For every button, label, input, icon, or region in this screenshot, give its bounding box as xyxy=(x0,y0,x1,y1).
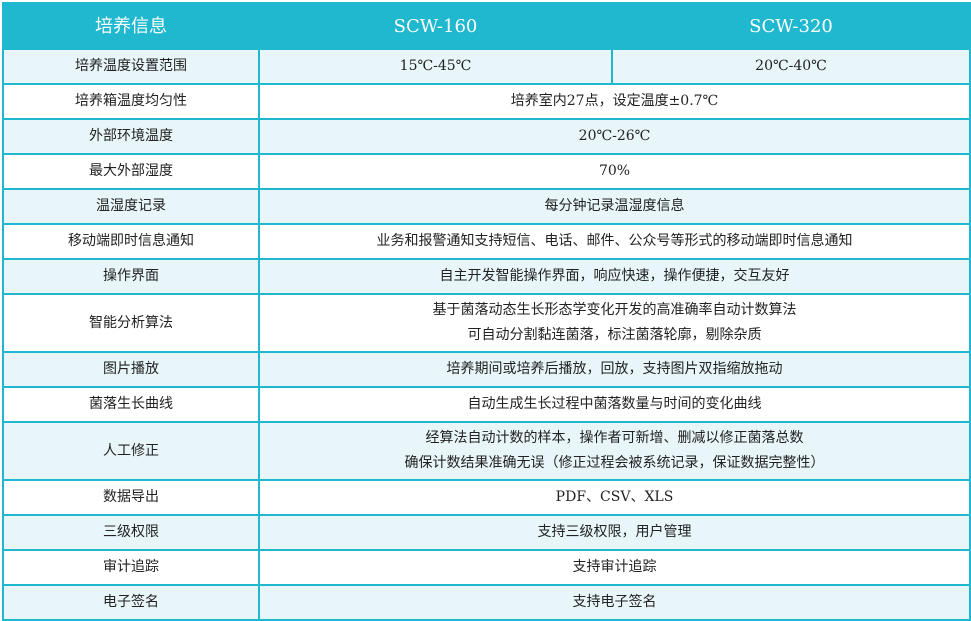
row-label: 电子签名 xyxy=(2,584,260,621)
row-label: 外部环境温度 xyxy=(2,118,260,155)
table-row: 培养温度设置范围 15℃-45℃ 20℃-40℃ xyxy=(2,48,971,85)
row-value: 自主开发智能操作界面，响应快速，操作便捷，交互友好 xyxy=(258,258,971,295)
row-label: 菌落生长曲线 xyxy=(2,386,260,423)
value-scw320: 20℃-40℃ xyxy=(611,48,971,85)
row-label: 培养箱温度均匀性 xyxy=(2,83,260,120)
row-label: 操作界面 xyxy=(2,258,260,295)
value-line: 70% xyxy=(598,163,631,179)
value-scw160: 15℃-45℃ xyxy=(258,48,613,85)
row-label: 最大外部湿度 xyxy=(2,153,260,190)
table-row: 审计追踪 支持审计追踪 xyxy=(2,549,971,586)
row-value: 支持电子签名 xyxy=(258,584,971,621)
row-label: 移动端即时信息通知 xyxy=(2,223,260,260)
table-header: 培养信息 SCW-160 SCW-320 xyxy=(2,2,971,50)
value-line: 经算法自动计数的样本，操作者可新增、删减以修正菌落总数 xyxy=(425,430,804,446)
row-value: 自动生成生长过程中菌落数量与时间的变化曲线 xyxy=(258,386,971,423)
row-label: 智能分析算法 xyxy=(2,293,260,353)
table-row: 菌落生长曲线 自动生成生长过程中菌落数量与时间的变化曲线 xyxy=(2,386,971,423)
value-line: 支持审计追踪 xyxy=(572,559,657,575)
row-value: 经算法自动计数的样本，操作者可新增、删减以修正菌落总数确保计数结果准确无误（修正… xyxy=(258,421,971,481)
table-row: 操作界面 自主开发智能操作界面，响应快速，操作便捷，交互友好 xyxy=(2,258,971,295)
row-value: PDF、CSV、XLS xyxy=(258,479,971,516)
row-value: 支持审计追踪 xyxy=(258,549,971,586)
value-line: 20℃-26℃ xyxy=(578,128,651,144)
value-line: 基于菌落动态生长形态学变化开发的高准确率自动计数算法 xyxy=(432,302,797,318)
row-value: 支持三级权限，用户管理 xyxy=(258,514,971,551)
row-label: 审计追踪 xyxy=(2,549,260,586)
value-line: 支持电子签名 xyxy=(572,594,657,610)
value-line: PDF、CSV、XLS xyxy=(555,489,674,505)
row-value: 基于菌落动态生长形态学变化开发的高准确率自动计数算法 可自动分割黏连菌落，标注菌落… xyxy=(258,293,971,353)
value-line: 支持三级权限，用户管理 xyxy=(537,524,692,540)
header-scw160: SCW-160 xyxy=(258,2,613,50)
table-row: 数据导出 PDF、CSV、XLS xyxy=(2,479,971,516)
row-value: 每分钟记录温湿度信息 xyxy=(258,188,971,225)
table-row: 最大外部湿度 70% xyxy=(2,153,971,190)
table-row: 培养箱温度均匀性 培养室内27点，设定温度±0.7℃ xyxy=(2,83,971,120)
row-value: 培养室内27点，设定温度±0.7℃ xyxy=(258,83,971,120)
value-line: 业务和报警通知支持短信、电话、邮件、公众号等形式的移动端即时信息通知 xyxy=(376,233,853,249)
table-row: 移动端即时信息通知 业务和报警通知支持短信、电话、邮件、公众号等形式的移动端即时信… xyxy=(2,223,971,260)
row-label: 温湿度记录 xyxy=(2,188,260,225)
value-line: 自主开发智能操作界面，响应快速，操作便捷，交互友好 xyxy=(439,268,790,284)
value-line: 每分钟记录温湿度信息 xyxy=(544,198,685,214)
value-line: 可自动分割黏连菌落，标注菌落轮廓，剔除杂质 xyxy=(467,327,762,343)
value-line: 自动生成生长过程中菌落数量与时间的变化曲线 xyxy=(467,396,762,412)
row-value: 业务和报警通知支持短信、电话、邮件、公众号等形式的移动端即时信息通知 xyxy=(258,223,971,260)
row-value: 20℃-26℃ xyxy=(258,118,971,155)
row-label: 三级权限 xyxy=(2,514,260,551)
table-row: 温湿度记录 每分钟记录温湿度信息 xyxy=(2,188,971,225)
table-row: 智能分析算法 基于菌落动态生长形态学变化开发的高准确率自动计数算法 可自动分割黏连菌… xyxy=(2,293,971,353)
table-row: 人工修正 经算法自动计数的样本，操作者可新增、删减以修正菌落总数 确保计数结果准确无… xyxy=(2,421,971,481)
row-label: 图片播放 xyxy=(2,351,260,388)
table-row: 图片播放 培养期间或培养后播放，回放，支持图片双指缩放拖动 xyxy=(2,351,971,388)
row-value: 70% xyxy=(258,153,971,190)
row-label: 数据导出 xyxy=(2,479,260,516)
value-line: 培养室内27点，设定温度±0.7℃ xyxy=(510,93,719,109)
header-scw320: SCW-320 xyxy=(611,2,971,50)
table-row: 三级权限 支持三级权限，用户管理 xyxy=(2,514,971,551)
header-info: 培养信息 xyxy=(2,2,260,50)
row-label: 人工修正 xyxy=(2,421,260,481)
value-line: 确保计数结果准确无误（修正过程会被系统记录，保证数据完整性） xyxy=(404,455,825,471)
row-value: 培养期间或培养后播放，回放，支持图片双指缩放拖动 xyxy=(258,351,971,388)
value-line: 培养期间或培养后播放，回放，支持图片双指缩放拖动 xyxy=(446,361,783,377)
table-row: 电子签名 支持电子签名 xyxy=(2,584,971,621)
row-label: 培养温度设置范围 xyxy=(2,48,260,85)
table-row: 外部环境温度 20℃-26℃ xyxy=(2,118,971,155)
